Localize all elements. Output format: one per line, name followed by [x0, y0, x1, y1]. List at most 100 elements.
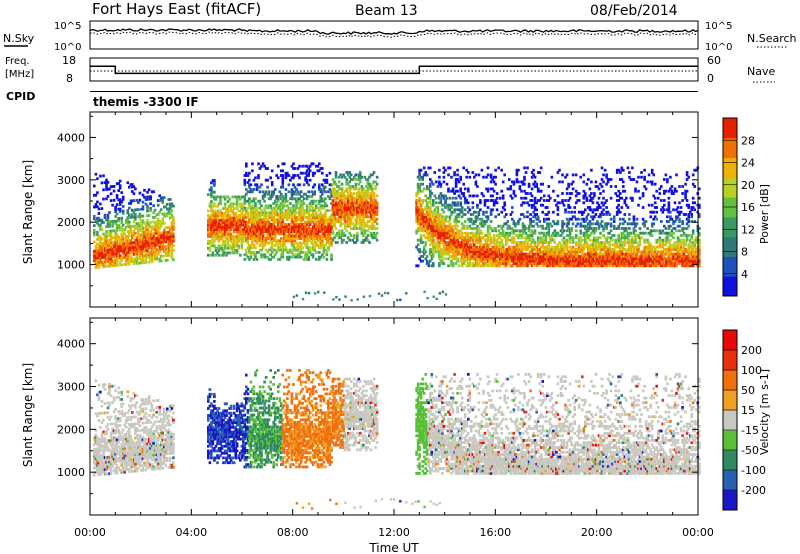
- range-cell: [137, 208, 140, 211]
- range-cell: [287, 213, 291, 217]
- range-cell: [353, 192, 356, 195]
- range-cell: [322, 234, 326, 238]
- range-cell: [523, 196, 526, 200]
- range-cell: [270, 237, 274, 240]
- range-cell: [138, 236, 142, 239]
- range-cell: [232, 202, 236, 206]
- range-cell: [342, 234, 345, 237]
- range-cell: [299, 206, 303, 210]
- range-cell: [362, 210, 365, 214]
- range-cell: [520, 252, 523, 256]
- range-cell: [330, 227, 333, 231]
- range-cell: [489, 255, 493, 258]
- range-cell: [582, 217, 586, 221]
- range-cell: [371, 224, 374, 228]
- range-cell: [223, 204, 227, 208]
- range-cell: [96, 221, 99, 225]
- range-cell: [503, 173, 506, 177]
- range-cell: [351, 203, 354, 207]
- range-cell: [467, 252, 470, 256]
- range-cell: [315, 164, 318, 168]
- range-cell: [369, 231, 373, 235]
- range-cell: [463, 236, 467, 240]
- range-cell: [512, 189, 516, 193]
- range-cell: [249, 188, 253, 191]
- range-cell: [552, 220, 555, 223]
- range-cell: [308, 251, 312, 254]
- range-cell: [163, 240, 166, 244]
- range-cell: [526, 252, 529, 256]
- range-cell: [421, 229, 424, 233]
- range-cell: [459, 178, 462, 181]
- range-cell: [415, 215, 418, 219]
- range-cell: [280, 244, 283, 247]
- range-cell: [442, 234, 446, 237]
- range-cell: [235, 204, 239, 208]
- range-cell: [421, 220, 424, 223]
- range-cell: [462, 245, 465, 249]
- range-cell: [258, 213, 262, 217]
- range-cell: [132, 224, 136, 228]
- range-cell: [144, 230, 148, 234]
- range-cell: [351, 194, 354, 198]
- range-cell: [296, 253, 300, 257]
- range-cell: [228, 204, 231, 208]
- range-cell: [246, 232, 250, 236]
- range-cell: [219, 197, 222, 201]
- range-cell: [356, 192, 359, 195]
- range-cell: [318, 220, 321, 224]
- range-cell: [482, 222, 485, 226]
- range-cell: [272, 237, 275, 240]
- range-cell: [311, 192, 315, 196]
- range-cell: [439, 231, 443, 235]
- range-cell: [208, 202, 212, 206]
- range-cell: [474, 215, 478, 219]
- range-cell: [419, 227, 423, 230]
- range-cell: [211, 179, 215, 182]
- range-cell: [550, 175, 554, 179]
- range-cell: [112, 189, 116, 193]
- range-cell: [593, 241, 596, 244]
- range-cell: [529, 217, 532, 221]
- range-cell: [424, 243, 427, 247]
- range-cell: [284, 230, 288, 233]
- range-cell: [308, 169, 312, 173]
- range-cell: [296, 174, 300, 177]
- range-cell: [593, 252, 596, 256]
- range-cell: [267, 258, 271, 261]
- range-cell: [447, 264, 450, 268]
- range-cell: [433, 194, 437, 198]
- range-cell: [505, 255, 508, 258]
- range-cell: [438, 234, 441, 237]
- range-cell: [523, 201, 526, 205]
- range-cell: [356, 238, 359, 242]
- range-cell: [132, 245, 136, 249]
- range-cell: [418, 201, 421, 205]
- range-cell: [146, 223, 149, 227]
- range-cell: [277, 246, 280, 250]
- range-cell: [521, 259, 525, 263]
- range-cell: [322, 255, 326, 259]
- range-cell: [565, 259, 569, 263]
- range-cell: [99, 174, 102, 178]
- nsearch-label: N.Search: [747, 32, 797, 45]
- range-cell: [362, 208, 365, 212]
- range-cell: [102, 242, 105, 245]
- range-cell: [105, 197, 108, 201]
- range-cell: [451, 210, 455, 214]
- range-cell: [278, 209, 282, 212]
- range-cell: [556, 243, 560, 247]
- range-cell: [591, 229, 595, 233]
- range-cell: [111, 248, 114, 251]
- range-cell: [351, 201, 354, 205]
- range-cell: [416, 187, 420, 191]
- range-cell: [252, 223, 256, 226]
- range-cell: [536, 238, 540, 242]
- range-cell: [524, 259, 528, 263]
- range-cell: [468, 224, 472, 228]
- range-cell: [214, 230, 218, 234]
- range-cell: [137, 257, 140, 260]
- range-cell: [422, 208, 426, 212]
- range-cell: [234, 214, 237, 217]
- range-cell: [246, 225, 250, 229]
